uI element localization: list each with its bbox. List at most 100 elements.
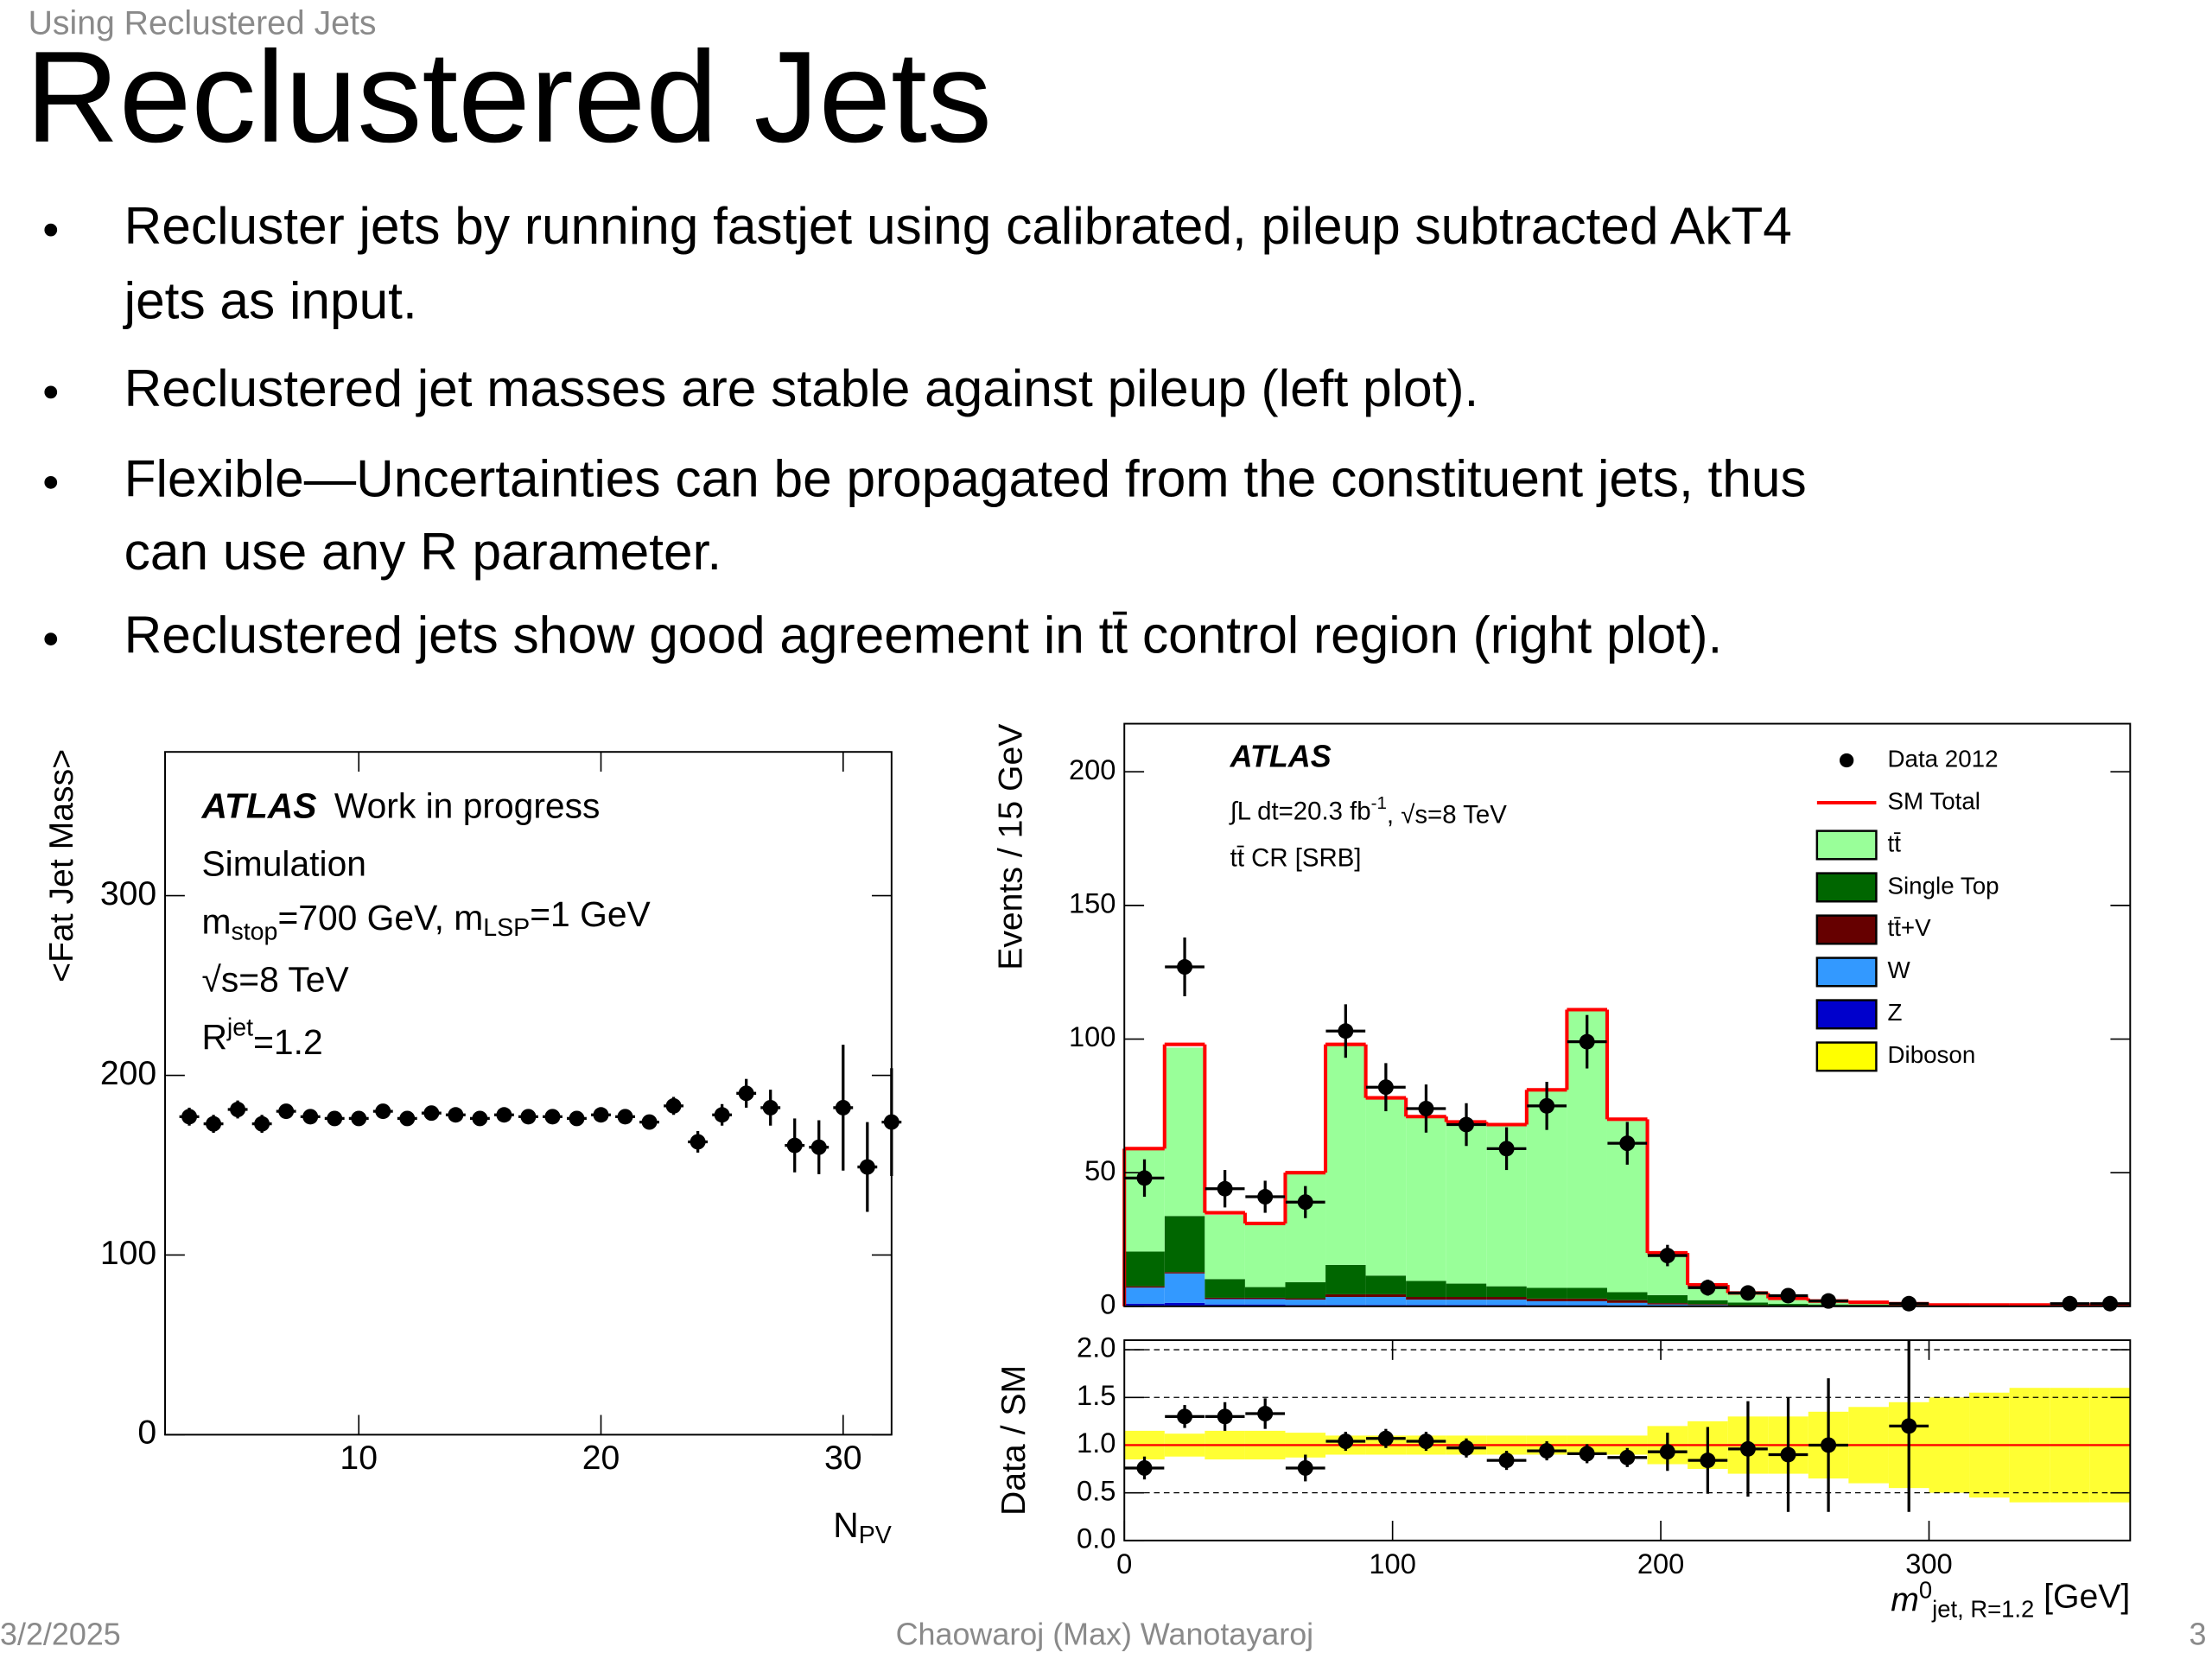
stack-segment <box>1446 1283 1487 1298</box>
footer-date: 3/2/2025 <box>0 1616 121 1651</box>
x-axis-label: NPV <box>833 1505 892 1549</box>
stack-segment <box>1244 1223 1286 1287</box>
y-tick-label: 0 <box>1100 1287 1116 1319</box>
stack-segment <box>1325 1294 1366 1298</box>
bullet-dot <box>44 476 58 489</box>
annotation: ∫L dt=20.3 fb-1, √s=8 TeV <box>1229 794 1508 830</box>
text-segment: Work in progress <box>334 785 601 825</box>
stack-segment <box>1406 1281 1446 1298</box>
stack-segment <box>1688 1305 1728 1306</box>
legend-label: Data 2012 <box>1887 745 1998 772</box>
data-point <box>1177 959 1193 975</box>
text-segment: jet, R=1.2 <box>1931 1596 2034 1623</box>
data-point <box>1539 1097 1555 1114</box>
stack-segment <box>1164 1272 1205 1274</box>
y-tick-label: 200 <box>1069 753 1116 785</box>
data-point <box>738 1085 754 1102</box>
data-point <box>375 1103 391 1120</box>
text-segment: m <box>201 901 231 941</box>
y-tick-label: 2.0 <box>1077 1332 1116 1363</box>
stack-segment <box>1486 1286 1527 1298</box>
stack-segment <box>1205 1299 1245 1305</box>
data-point <box>569 1110 585 1127</box>
legend-label: Diboson <box>1887 1041 1975 1068</box>
stack-segment <box>1365 1297 1407 1306</box>
text-segment: √s=8 TeV <box>201 959 349 999</box>
data-point <box>544 1109 561 1125</box>
x-tick-label: 100 <box>1369 1548 1415 1580</box>
x-tick-label: 300 <box>1905 1548 1952 1580</box>
data-point <box>1579 1446 1595 1462</box>
stack-segment <box>1526 1287 1567 1299</box>
text-segment: , √s=8 TeV <box>1387 800 1507 829</box>
data-point <box>278 1103 295 1120</box>
text-segment: ATLAS <box>200 785 316 825</box>
legend-label: Single Top <box>1887 872 1999 899</box>
data-point <box>1136 1170 1153 1186</box>
data-point <box>859 1159 875 1175</box>
data-point <box>448 1107 464 1123</box>
y-tick-label: 100 <box>100 1235 156 1272</box>
text-segment: [GeV] <box>2034 1579 2130 1616</box>
stack-segment <box>1567 1287 1607 1299</box>
data-point <box>302 1109 319 1125</box>
data-point <box>1901 1418 1917 1434</box>
stack-segment <box>1647 1304 1688 1306</box>
stack-segment <box>1325 1297 1366 1306</box>
x-tick-label: 200 <box>1637 1548 1684 1580</box>
data-point <box>1579 1033 1595 1050</box>
data-point <box>714 1107 730 1123</box>
data-point <box>1297 1194 1313 1211</box>
x-tick-label: 0 <box>1116 1548 1132 1580</box>
y-tick-label: 300 <box>100 875 156 912</box>
x-tick-label: 20 <box>582 1440 620 1477</box>
stack-segment <box>1124 1287 1165 1304</box>
annotation: √s=8 TeV <box>201 959 349 999</box>
footer-page: 3 <box>2189 1616 2206 1651</box>
legend-marker <box>1815 872 1878 903</box>
stack-segment <box>1526 1300 1567 1306</box>
stack-segment <box>1285 1298 1326 1300</box>
stack-segment <box>1688 1304 1728 1306</box>
data-point <box>399 1110 416 1127</box>
text-segment: Simulation <box>201 843 365 883</box>
stack-segment <box>1567 1300 1607 1306</box>
stack-segment <box>1848 1304 1889 1306</box>
stack-segment <box>1406 1305 1446 1306</box>
stack-segment <box>1285 1281 1326 1299</box>
plot-frame <box>1123 722 2132 1307</box>
y-tick-label: 1.5 <box>1077 1379 1116 1411</box>
y-tick-label: 150 <box>1069 887 1116 919</box>
data-point <box>520 1109 537 1125</box>
data-point <box>181 1109 198 1125</box>
stack-segment <box>1365 1099 1407 1276</box>
data-point <box>617 1109 633 1125</box>
legend-marker <box>1815 830 1878 861</box>
stack-segment <box>1164 1302 1205 1306</box>
data-point <box>1821 1437 1837 1453</box>
bullet-text: Reclustered jets show good agreement in … <box>124 606 1723 664</box>
stack-segment <box>1406 1300 1446 1306</box>
stack-segment <box>1205 1279 1245 1298</box>
data-point <box>496 1107 512 1123</box>
stack-segment <box>1446 1122 1487 1284</box>
data-point <box>1659 1248 1675 1264</box>
data-point <box>665 1097 682 1114</box>
stack-segment <box>1688 1300 1728 1305</box>
data-point <box>1257 1189 1274 1205</box>
stack-segment <box>1244 1299 1286 1305</box>
data-point <box>1780 1287 1796 1304</box>
text-segment: tt̄ CR [SRB] <box>1230 843 1362 872</box>
y-tick-label: 50 <box>1084 1154 1116 1186</box>
y-axis-label: Events / 15 GeV <box>993 724 1030 970</box>
data-point <box>1377 1079 1394 1096</box>
bullet-text: Recluster jets by running fastjet using … <box>124 196 1792 255</box>
legend-marker <box>1815 957 1878 988</box>
text-segment: 0 <box>1919 1577 1932 1604</box>
stack-segment <box>1768 1304 1808 1306</box>
stack-segment <box>1486 1305 1527 1306</box>
bullet-text: Flexible—Uncertainties can be propagated… <box>124 448 1807 507</box>
text-segment: ATLAS <box>1230 739 1332 774</box>
data-point <box>1459 1116 1474 1133</box>
text-segment: ∫L dt=20.3 fb <box>1229 797 1371 825</box>
